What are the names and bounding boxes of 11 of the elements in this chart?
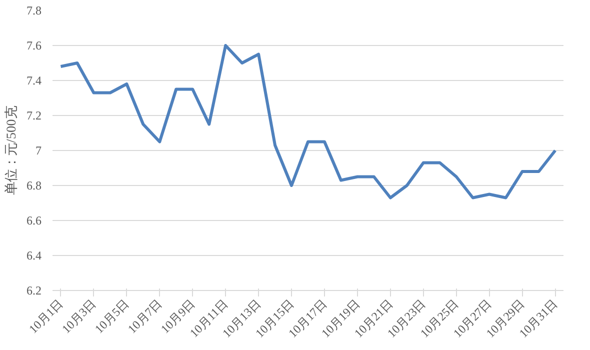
y-tick-label: 7.6 [26,38,42,52]
y-tick-label: 6.2 [26,284,42,298]
y-tick-label: 6.8 [26,178,42,192]
y-tick-label: 7 [36,144,42,158]
y-tick-label: 7.4 [26,74,42,88]
y-tick-label: 7.8 [26,4,42,18]
y-tick-label: 7.2 [26,108,42,122]
y-axis-title: 单位：元/500克 [4,106,18,195]
y-tick-label: 6.6 [26,214,42,228]
line-series [59,44,557,200]
y-tick-label: 6.4 [26,248,42,262]
